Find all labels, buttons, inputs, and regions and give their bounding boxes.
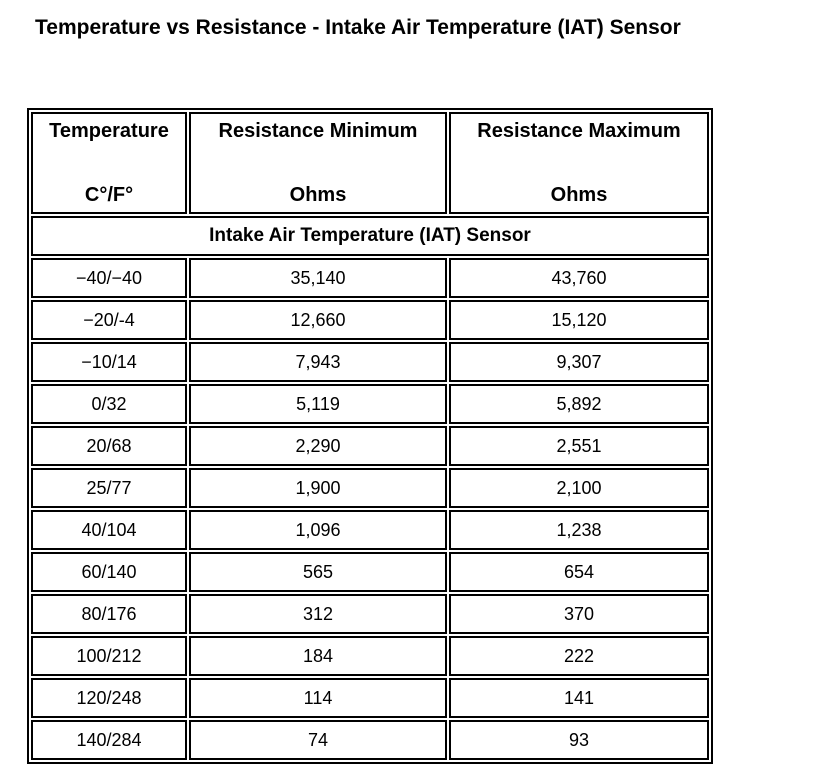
- table-row: −40/−40 35,140 43,760: [31, 258, 709, 298]
- temperature-cell: 0/32: [31, 384, 187, 424]
- table-row: 40/104 1,096 1,238: [31, 510, 709, 550]
- column-header-resistance-max: Resistance Maximum Ohms: [449, 112, 709, 214]
- column-header-temperature-content: Temperature C°/F°: [33, 114, 185, 212]
- resistance-max-cell: 222: [449, 636, 709, 676]
- resistance-min-cell: 1,096: [189, 510, 447, 550]
- column-header-resistance-min-content: Resistance Minimum Ohms: [191, 114, 445, 212]
- table-body: −40/−40 35,140 43,760 −20/-4 12,660 15,120 −10…: [31, 258, 709, 760]
- temperature-cell: 120/248: [31, 678, 187, 718]
- resistance-min-cell: 312: [189, 594, 447, 634]
- temperature-cell: 140/284: [31, 720, 187, 760]
- column-title-temperature: Temperature: [49, 120, 169, 142]
- resistance-max-cell: 2,551: [449, 426, 709, 466]
- resistance-max-cell: 654: [449, 552, 709, 592]
- resistance-max-cell: 9,307: [449, 342, 709, 382]
- table-row: −20/-4 12,660 15,120: [31, 300, 709, 340]
- column-header-resistance-max-content: Resistance Maximum Ohms: [451, 114, 707, 212]
- resistance-max-cell: 43,760: [449, 258, 709, 298]
- resistance-min-cell: 12,660: [189, 300, 447, 340]
- resistance-max-cell: 2,100: [449, 468, 709, 508]
- table-row: 0/32 5,119 5,892: [31, 384, 709, 424]
- resistance-min-cell: 184: [189, 636, 447, 676]
- iat-sensor-table: Temperature C°/F° Resistance Minimum Ohm…: [27, 108, 713, 764]
- resistance-min-cell: 2,290: [189, 426, 447, 466]
- resistance-min-cell: 114: [189, 678, 447, 718]
- column-title-resistance-max: Resistance Maximum: [477, 120, 681, 142]
- column-header-row: Temperature C°/F° Resistance Minimum Ohm…: [31, 112, 709, 214]
- resistance-min-cell: 565: [189, 552, 447, 592]
- table-row: 80/176 312 370: [31, 594, 709, 634]
- temperature-cell: 25/77: [31, 468, 187, 508]
- resistance-max-cell: 93: [449, 720, 709, 760]
- page-title: Temperature vs Resistance - Intake Air T…: [35, 16, 681, 39]
- table-header: Temperature C°/F° Resistance Minimum Ohm…: [31, 112, 709, 256]
- column-title-resistance-min: Resistance Minimum: [218, 120, 418, 142]
- temperature-cell: 100/212: [31, 636, 187, 676]
- resistance-max-cell: 15,120: [449, 300, 709, 340]
- section-header-row: Intake Air Temperature (IAT) Sensor: [31, 216, 709, 256]
- column-header-temperature: Temperature C°/F°: [31, 112, 187, 214]
- table-row: 60/140 565 654: [31, 552, 709, 592]
- resistance-min-cell: 74: [189, 720, 447, 760]
- resistance-min-cell: 35,140: [189, 258, 447, 298]
- column-header-resistance-min: Resistance Minimum Ohms: [189, 112, 447, 214]
- column-unit-resistance-min: Ohms: [289, 184, 347, 206]
- temperature-cell: −40/−40: [31, 258, 187, 298]
- table-row: 25/77 1,900 2,100: [31, 468, 709, 508]
- temperature-cell: 20/68: [31, 426, 187, 466]
- section-header: Intake Air Temperature (IAT) Sensor: [31, 216, 709, 256]
- resistance-max-cell: 1,238: [449, 510, 709, 550]
- table-row: 120/248 114 141: [31, 678, 709, 718]
- temperature-cell: 40/104: [31, 510, 187, 550]
- table-row: 20/68 2,290 2,551: [31, 426, 709, 466]
- column-unit-temperature: C°/F°: [84, 184, 134, 206]
- resistance-min-cell: 1,900: [189, 468, 447, 508]
- resistance-min-cell: 7,943: [189, 342, 447, 382]
- resistance-min-cell: 5,119: [189, 384, 447, 424]
- temperature-cell: 80/176: [31, 594, 187, 634]
- table-row: 140/284 74 93: [31, 720, 709, 760]
- table-row: 100/212 184 222: [31, 636, 709, 676]
- resistance-max-cell: 370: [449, 594, 709, 634]
- resistance-max-cell: 5,892: [449, 384, 709, 424]
- temperature-cell: 60/140: [31, 552, 187, 592]
- temperature-cell: −20/-4: [31, 300, 187, 340]
- resistance-max-cell: 141: [449, 678, 709, 718]
- temperature-cell: −10/14: [31, 342, 187, 382]
- table-row: −10/14 7,943 9,307: [31, 342, 709, 382]
- column-unit-resistance-max: Ohms: [550, 184, 608, 206]
